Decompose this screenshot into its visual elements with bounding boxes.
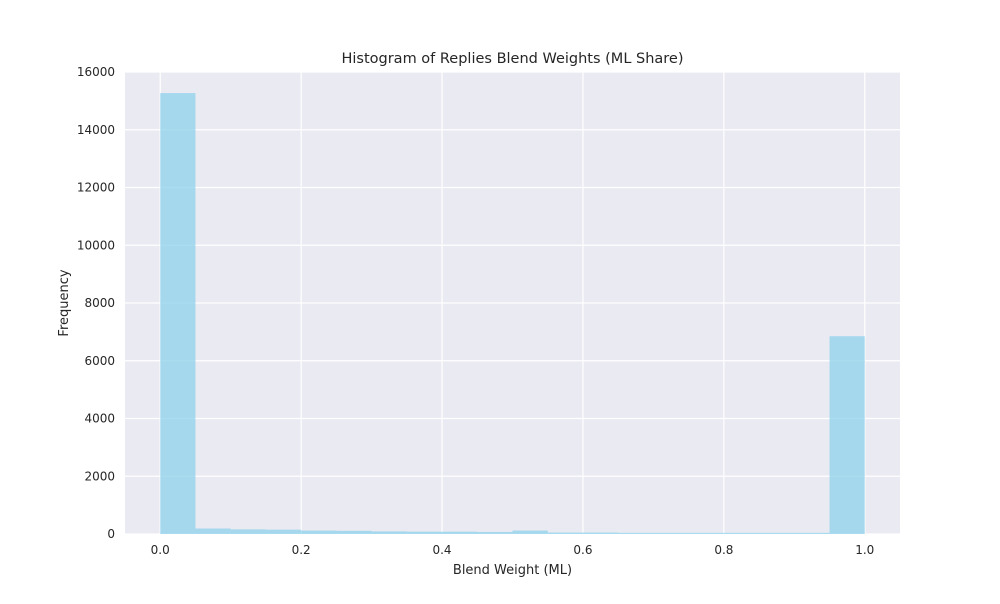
histogram-bar <box>477 531 513 534</box>
y-tick-label: 0 <box>107 527 115 541</box>
x-axis-ticks: 0.0 0.2 0.4 0.6 0.8 1.0 <box>151 543 875 557</box>
chart-title: Histogram of Replies Blend Weights (ML S… <box>341 51 683 67</box>
y-tick-label: 2000 <box>84 469 115 483</box>
y-tick-label: 4000 <box>84 412 115 426</box>
histogram-bar <box>688 532 724 534</box>
y-tick-label: 10000 <box>77 238 115 252</box>
histogram-bar <box>371 531 407 534</box>
histogram-bar <box>618 532 654 534</box>
histogram-bar <box>829 336 865 534</box>
x-tick-label: 0.6 <box>573 543 592 557</box>
y-axis-label: Frequency <box>57 269 72 336</box>
histogram-bar <box>336 530 372 534</box>
histogram-bar <box>794 532 830 534</box>
histogram-bar <box>582 532 619 534</box>
x-tick-label: 0.2 <box>292 543 311 557</box>
histogram-bar <box>230 529 266 534</box>
x-tick-label: 0.8 <box>714 543 733 557</box>
y-axis-ticks: 0 2000 4000 6000 8000 10000 12000 14000 16000 <box>77 65 115 541</box>
histogram-bar <box>653 532 689 534</box>
y-tick-label: 12000 <box>77 181 115 195</box>
x-tick-label: 0.4 <box>432 543 451 557</box>
y-tick-label: 6000 <box>84 354 115 368</box>
y-tick-label: 14000 <box>77 123 115 137</box>
x-tick-label: 0.0 <box>151 543 170 557</box>
histogram-bar <box>723 532 760 534</box>
x-tick-label: 1.0 <box>855 543 874 557</box>
y-tick-label: 8000 <box>84 296 115 310</box>
histogram-bar <box>512 530 548 534</box>
histogram-bar <box>301 530 337 534</box>
y-tick-label: 16000 <box>77 65 115 79</box>
histogram-bars <box>160 93 865 535</box>
x-axis-label: Blend Weight (ML) <box>453 563 572 578</box>
histogram-bar <box>265 529 302 534</box>
histogram-bar <box>195 528 231 534</box>
histogram-bar <box>442 531 478 534</box>
histogram-bar <box>406 531 443 534</box>
histogram-bar <box>759 532 795 534</box>
histogram-bar <box>547 532 583 534</box>
histogram-bar <box>160 93 196 535</box>
